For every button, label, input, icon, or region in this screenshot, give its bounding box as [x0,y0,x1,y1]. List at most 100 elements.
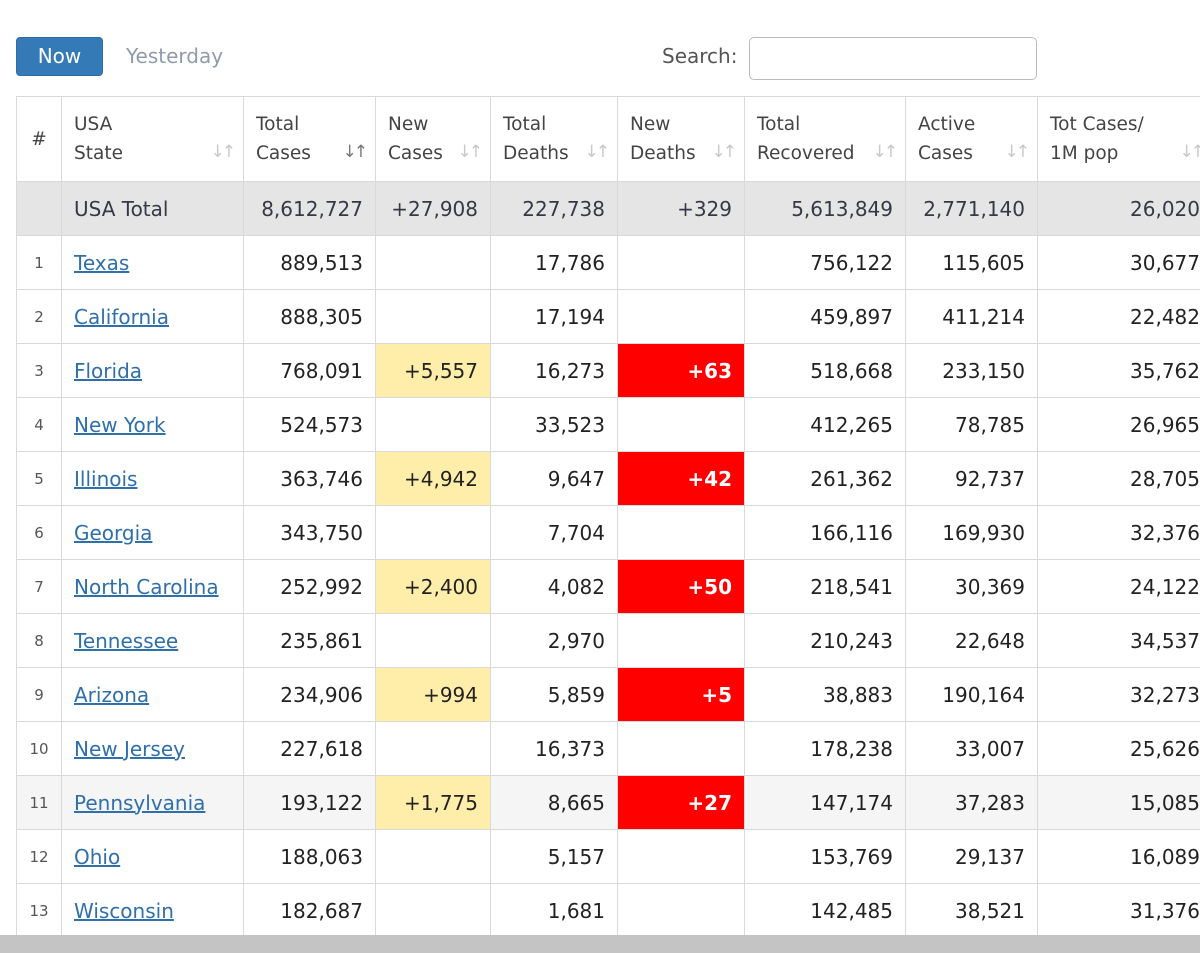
yesterday-button[interactable]: Yesterday [126,44,224,68]
sort-arrows-icon[interactable]: ↓↑ [342,142,368,162]
column-header-label-line1: New [388,114,429,135]
active-cases-cell: 30,369 [905,559,1038,614]
total-deaths-cell: 33,523 [490,397,618,452]
rank-cell: 4 [16,397,62,452]
new-cases-cell [375,721,491,776]
new-cases-cell [375,883,491,938]
state-link[interactable]: Illinois [74,466,138,491]
column-header-label-line1: New [630,114,671,135]
column-header-per-million[interactable]: Tot Cases/1M pop ↓↑ [1037,96,1200,182]
total-cases-cell: 235,861 [243,613,376,668]
state-cell: Ohio [61,829,244,884]
state-link[interactable]: California [74,304,169,329]
state-link[interactable]: Wisconsin [74,898,174,923]
column-header-new-deaths[interactable]: New Deaths ↓↑ [617,96,745,182]
total-recovered-cell: 210,243 [744,613,906,668]
table-controls: Now Yesterday Search: [0,0,1200,96]
rank-cell: 8 [16,613,62,668]
sort-arrows-icon[interactable]: ↓↑ [584,142,610,162]
active-cases-cell: 169,930 [905,505,1038,560]
new-deaths-cell [617,829,745,884]
column-header-total-recovered[interactable]: Total Recovered ↓↑ [744,96,906,182]
total-new-deaths-cell: +329 [617,181,745,236]
column-header-total-deaths[interactable]: Total Deaths ↓↑ [490,96,618,182]
rank-cell: 1 [16,235,62,290]
column-header-label-line2: State [74,143,123,164]
sort-arrows-icon[interactable]: ↓↑ [1004,142,1030,162]
state-link[interactable]: Texas [74,250,130,275]
state-link[interactable]: Arizona [74,682,150,707]
column-header-rank[interactable]: # [16,96,62,182]
state-link[interactable]: New York [74,412,166,437]
table-row: 7 North Carolina 252,992 +2,400 4,082 +50 218,… [16,559,1200,614]
sort-arrows-icon[interactable]: ↓↑ [872,142,898,162]
table-row: 11 Pennsylvania 193,122 +1,775 8,665 +27 147,1… [16,775,1200,830]
total-cases-cell: 343,750 [243,505,376,560]
total-cases-cell: 227,618 [243,721,376,776]
column-header-active-cases[interactable]: Active Cases ↓↑ [905,96,1038,182]
total-deaths-cell: 9,647 [490,451,618,506]
state-link[interactable]: Tennessee [74,628,179,653]
search-input[interactable] [749,37,1037,80]
state-cell: New York [61,397,244,452]
sort-arrows-icon[interactable]: ↓↑ [1179,142,1200,162]
sort-arrows-icon[interactable]: ↓↑ [210,142,236,162]
state-link[interactable]: Pennsylvania [74,790,206,815]
per-million-cell: 34,537 [1037,613,1200,668]
total-cases-cell: 524,573 [243,397,376,452]
per-million-cell: 32,273 [1037,667,1200,722]
new-deaths-cell [617,505,745,560]
total-cases-cell: 193,122 [243,775,376,830]
total-label-cell: USA Total [61,181,244,236]
state-link[interactable]: Ohio [74,844,121,869]
sort-arrows-icon[interactable]: ↓↑ [711,142,737,162]
total-cases-cell: 889,513 [243,235,376,290]
state-link[interactable]: Georgia [74,520,153,545]
horizontal-scrollbar[interactable] [0,935,1200,953]
sort-arrows-icon[interactable]: ↓↑ [457,142,483,162]
per-million-cell: 31,376 [1037,883,1200,938]
table-row: 12 Ohio 188,063 5,157 153,769 29,137 16,089 [16,829,1200,884]
state-link[interactable]: Florida [74,358,143,383]
new-cases-cell [375,289,491,344]
state-cell: New Jersey [61,721,244,776]
per-million-cell: 32,376 [1037,505,1200,560]
total-deaths-cell: 2,970 [490,613,618,668]
table-row: 10 New Jersey 227,618 16,373 178,238 33,007 25… [16,721,1200,776]
new-deaths-cell: +50 [617,559,745,614]
state-link[interactable]: North Carolina [74,574,219,599]
active-cases-cell: 29,137 [905,829,1038,884]
column-header-label-line1: Total [256,114,300,135]
new-cases-cell [375,613,491,668]
now-button[interactable]: Now [16,37,103,76]
column-header-state[interactable]: USA State ↓↑ [61,96,244,182]
column-header-new-cases[interactable]: New Cases ↓↑ [375,96,491,182]
table-row: 13 Wisconsin 182,687 1,681 142,485 38,521 31,3… [16,883,1200,938]
new-deaths-cell [617,721,745,776]
total-recovered-cell: 142,485 [744,883,906,938]
total-deaths-cell: 7,704 [490,505,618,560]
total-cases-cell: 188,063 [243,829,376,884]
new-deaths-cell: +63 [617,343,745,398]
total-deaths-cell: 16,273 [490,343,618,398]
total-deaths-cell: 17,194 [490,289,618,344]
rank-cell: 13 [16,883,62,938]
total-cases-cell: 252,992 [243,559,376,614]
state-cell: Illinois [61,451,244,506]
total-cases-cell: 234,906 [243,667,376,722]
new-cases-cell: +994 [375,667,491,722]
state-cell: Georgia [61,505,244,560]
new-deaths-cell [617,235,745,290]
total-recovered-cell: 518,668 [744,343,906,398]
column-header-total-cases[interactable]: Total Cases ↓↑ [243,96,376,182]
total-cases-cell: 182,687 [243,883,376,938]
total-recovered-cell: 412,265 [744,397,906,452]
active-cases-cell: 38,521 [905,883,1038,938]
state-cell: California [61,289,244,344]
total-deaths-cell: 5,859 [490,667,618,722]
column-header-label-line1: Total [757,114,801,135]
rank-cell: 6 [16,505,62,560]
state-link[interactable]: New Jersey [74,736,185,761]
table-row: 5 Illinois 363,746 +4,942 9,647 +42 261,362 92,… [16,451,1200,506]
new-cases-cell: +5,557 [375,343,491,398]
